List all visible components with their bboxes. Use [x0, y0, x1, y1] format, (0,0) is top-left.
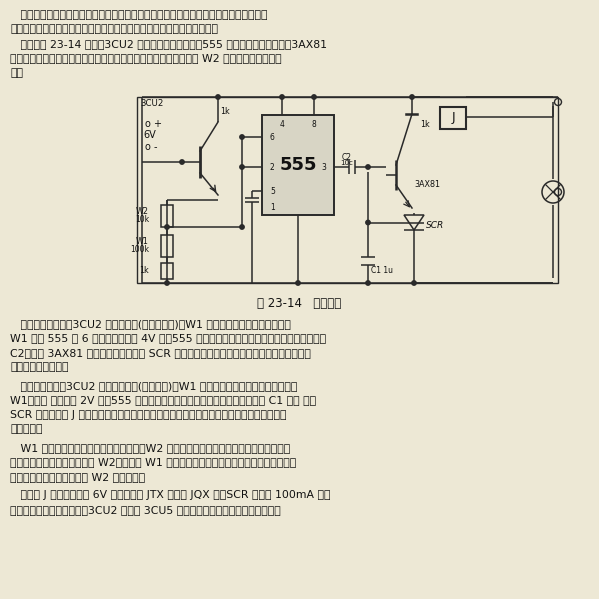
Circle shape — [312, 95, 316, 99]
Text: C2: C2 — [342, 153, 352, 162]
Text: SCR: SCR — [426, 221, 444, 230]
Text: 10k: 10k — [135, 215, 149, 224]
Text: 1k: 1k — [420, 120, 429, 129]
Text: 1: 1 — [270, 202, 275, 211]
Text: o +: o + — [145, 119, 162, 129]
Circle shape — [240, 225, 244, 229]
Text: W1 用于调整开关转换对应的外界光线，W2 用于调整转换灵敏度，两者根据实际需要来: W1 用于调整开关转换对应的外界光线，W2 用于调整转换灵敏度，两者根据实际需要… — [10, 443, 291, 453]
Text: W1: W1 — [136, 237, 149, 246]
Text: C1 1u: C1 1u — [371, 266, 393, 275]
Circle shape — [180, 160, 184, 164]
Circle shape — [366, 281, 370, 285]
Text: 调整。一般情况下也可以省去 W2，仅保留 W1 进行调整。只有在为了减小点灯与熄灯两者对: 调整。一般情况下也可以省去 W2，仅保留 W1 进行调整。只有在为了减小点灯与熄… — [10, 458, 297, 467]
Text: 继电器 J 可用小型通用 6V 直流继电器 JTX 型，或 JQX 型。SCR 可以用 100mA 以上: 继电器 J 可用小型通用 6V 直流继电器 JTX 型，或 JQX 型。SCR … — [10, 491, 331, 501]
Bar — [161, 205, 173, 227]
Text: 这是一个路灯自动控制开关电路，用光敏传感器实现自控，能在天黑时自动点亮路灯，: 这是一个路灯自动控制开关电路，用光敏传感器实现自控，能在天黑时自动点亮路灯， — [10, 10, 268, 20]
Bar — [262, 115, 334, 215]
Text: 用于自动关灯控制，继电器常开接点执行点灯或熄灯动作。先假设 W2 不存在，工作过程如: 用于自动关灯控制，继电器常开接点执行点灯或熄灯动作。先假设 W2 不存在，工作过… — [10, 53, 282, 63]
Text: 555: 555 — [279, 156, 317, 174]
Text: W2: W2 — [136, 207, 149, 216]
Bar — [406, 114, 418, 115]
Circle shape — [165, 225, 169, 229]
Circle shape — [240, 135, 244, 139]
Text: SCR 导通，于是 J 吸合，常开接点闭合接通电灯电源实现点灯。直到第二天天亮又重复上述: SCR 导通，于是 J 吸合，常开接点闭合接通电灯电源实现点灯。直到第二天天亮又… — [10, 410, 286, 420]
Text: 动作过程。: 动作过程。 — [10, 425, 43, 434]
Circle shape — [165, 281, 169, 285]
Text: 下：: 下： — [10, 68, 23, 78]
Circle shape — [410, 95, 414, 99]
Text: 3CU2: 3CU2 — [140, 99, 164, 108]
Bar — [137, 97, 558, 283]
Text: 6: 6 — [270, 132, 275, 141]
Bar — [440, 107, 466, 129]
Text: 图 23-14   自控路灯: 图 23-14 自控路灯 — [257, 297, 341, 310]
Text: o -: o - — [145, 142, 158, 152]
Circle shape — [216, 95, 220, 99]
Circle shape — [296, 281, 300, 285]
Text: 4: 4 — [280, 120, 285, 129]
Text: 10c: 10c — [341, 160, 353, 166]
Text: 1k: 1k — [139, 266, 149, 275]
Text: 电灯电源变为熄灭。: 电灯电源变为熄灭。 — [10, 362, 68, 373]
Text: W1上的电 压下降到 2V 时，555 输出由低电平上跳为高电平，这个上跳沿通过 C1 耦合 触发: W1上的电 压下降到 2V 时，555 输出由低电平上跳为高电平，这个上跳沿通过… — [10, 395, 316, 406]
Bar — [161, 263, 173, 279]
Bar — [161, 235, 173, 257]
Text: 5: 5 — [270, 186, 275, 195]
Circle shape — [366, 165, 370, 169]
Text: 1k: 1k — [220, 107, 230, 116]
Text: 的任何单向可控硅整流器。3CU2 也可用 3CU5 等代替。其余元器件均无特殊要求。: 的任何单向可控硅整流器。3CU2 也可用 3CU5 等代替。其余元器件均无特殊要… — [10, 505, 281, 515]
Text: 早晨光线渐亮时，3CU2 的电流增大(电阻值下降)，W1 上的电压增大。当光线强到使: 早晨光线渐亮时，3CU2 的电流增大(电阻值下降)，W1 上的电压增大。当光线强… — [10, 319, 291, 329]
Text: 6V: 6V — [143, 130, 156, 140]
Text: 3AX81: 3AX81 — [414, 180, 440, 189]
Text: J: J — [451, 111, 455, 125]
Text: 应光线的差别时，才应使用 W2 于以调整。: 应光线的差别时，才应使用 W2 于以调整。 — [10, 472, 145, 482]
Circle shape — [366, 220, 370, 225]
Text: 天亮后又自动关灯。控制电路可用电池供电，熄灯后电路耗电仅数毫安。: 天亮后又自动关灯。控制电路可用电池供电，熄灯后电路耗电仅数毫安。 — [10, 25, 218, 35]
Text: 电路如图 23-14 所示，3CU2 是光敏三极管传感器，555 作为滞后比较器工作，3AX81: 电路如图 23-14 所示，3CU2 是光敏三极管传感器，555 作为滞后比较器… — [10, 39, 327, 49]
Text: W1 上即 555 第 6 脚上电压上升至 4V 时，555 输出由高电平下跳到低电平，这个下跳沿通过: W1 上即 555 第 6 脚上电压上升至 4V 时，555 输出由高电平下跳到… — [10, 334, 326, 343]
Text: 2: 2 — [270, 162, 275, 171]
Text: 3: 3 — [321, 162, 326, 171]
Text: 100k: 100k — [130, 245, 149, 254]
Circle shape — [240, 165, 244, 169]
Text: 傍晚天色渐暗，3CU2 电流逐渐减小(电阻增大)，W1 上的电压随着减小，当光线暗到使: 傍晚天色渐暗，3CU2 电流逐渐减小(电阻增大)，W1 上的电压随着减小，当光线… — [10, 381, 297, 391]
Circle shape — [280, 95, 284, 99]
Text: 8: 8 — [311, 120, 316, 129]
Text: C2耦合使 3AX81 瞬时饱和导通，于是 SCR 因瞬时短路而截止，继电器释放，常开接点切断: C2耦合使 3AX81 瞬时饱和导通，于是 SCR 因瞬时短路而截止，继电器释放… — [10, 348, 311, 358]
Circle shape — [412, 281, 416, 285]
